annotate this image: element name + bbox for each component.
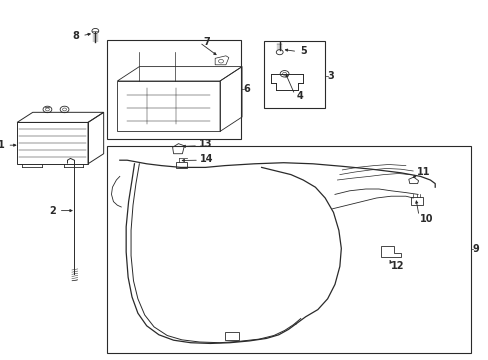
Text: 10: 10 — [419, 213, 432, 224]
Text: 14: 14 — [199, 154, 213, 164]
Bar — [410, 197, 422, 205]
Text: 2: 2 — [49, 206, 56, 216]
Text: 5: 5 — [300, 46, 307, 56]
Bar — [224, 332, 238, 340]
Text: 13: 13 — [199, 139, 212, 149]
Text: 8: 8 — [72, 31, 79, 41]
Bar — [264, 41, 325, 108]
Text: 11: 11 — [416, 167, 430, 177]
Text: 12: 12 — [390, 261, 404, 271]
Text: 6: 6 — [243, 84, 250, 94]
Text: 3: 3 — [327, 71, 334, 81]
Text: 4: 4 — [296, 91, 303, 102]
Text: 1: 1 — [0, 140, 5, 150]
Bar — [106, 40, 241, 139]
Bar — [176, 162, 186, 168]
Text: 9: 9 — [472, 244, 479, 254]
Text: 7: 7 — [203, 37, 209, 47]
Bar — [106, 146, 470, 353]
